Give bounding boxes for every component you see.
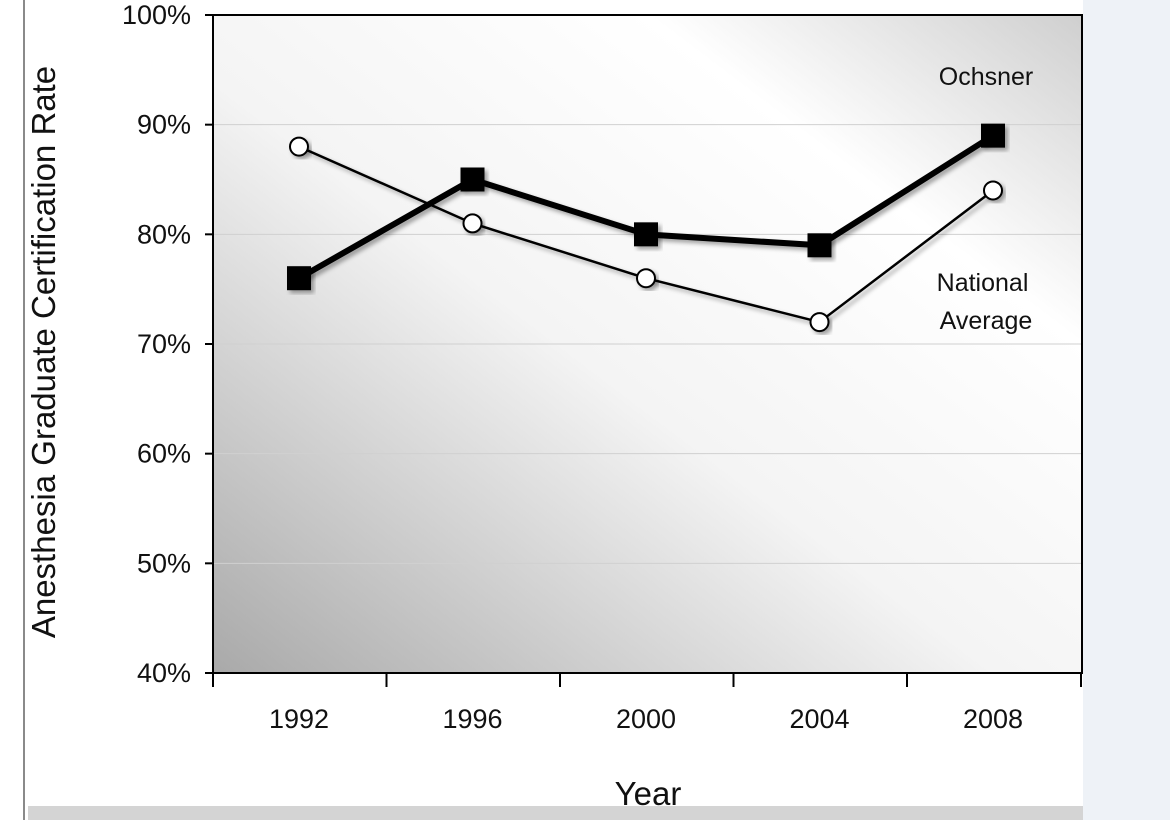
- point-ochsner: [634, 222, 658, 247]
- y-tick-label: 50%: [137, 548, 191, 578]
- point-ochsner: [981, 123, 1005, 148]
- x-tick-label: 1996: [442, 704, 502, 734]
- gridlines: [213, 124, 1083, 564]
- y-tick-label: 70%: [137, 329, 191, 359]
- certification-rate-line-chart: 40% 50% 60% 70% 80% 90% 100% 1992 1996 2000 2004 2…: [25, 0, 1083, 806]
- y-tick-label: 40%: [137, 658, 191, 688]
- bottom-strip: [28, 806, 1083, 820]
- point-national-average: [983, 180, 1003, 201]
- point-national-average: [462, 213, 483, 234]
- point-national-average: [289, 136, 309, 157]
- series: [287, 123, 1005, 333]
- x-tick-label: 1992: [269, 704, 329, 734]
- x-tick-label: 2008: [963, 704, 1023, 734]
- point-ochsner: [287, 266, 311, 291]
- point-national-average: [636, 268, 656, 289]
- x-axis-title: Year: [615, 775, 682, 806]
- series-label-national-average: National Average: [937, 269, 1036, 335]
- y-tick-label: 60%: [137, 439, 191, 469]
- x-tick-label: 2000: [616, 704, 676, 734]
- series-label-national-line-1: National: [937, 269, 1029, 297]
- series-label-ochsner: Ochsner: [939, 63, 1033, 91]
- frame-border: [23, 0, 25, 820]
- side-panel: [1083, 0, 1170, 820]
- y-axis-ticks: 40% 50% 60% 70% 80% 90% 100%: [122, 0, 213, 688]
- y-axis-title: Anesthesia Graduate Certification Rate: [25, 66, 62, 638]
- x-tick-label: 2004: [789, 704, 849, 734]
- x-axis-ticks: 1992 1996 2000 2004 2008: [212, 673, 1082, 734]
- point-ochsner: [807, 233, 832, 258]
- point-national-average: [809, 312, 830, 333]
- y-tick-label: 100%: [122, 0, 191, 30]
- y-tick-label: 80%: [137, 219, 191, 249]
- y-tick-label: 90%: [137, 110, 191, 140]
- series-label-national-line-2: Average: [940, 307, 1033, 335]
- point-ochsner: [460, 167, 485, 192]
